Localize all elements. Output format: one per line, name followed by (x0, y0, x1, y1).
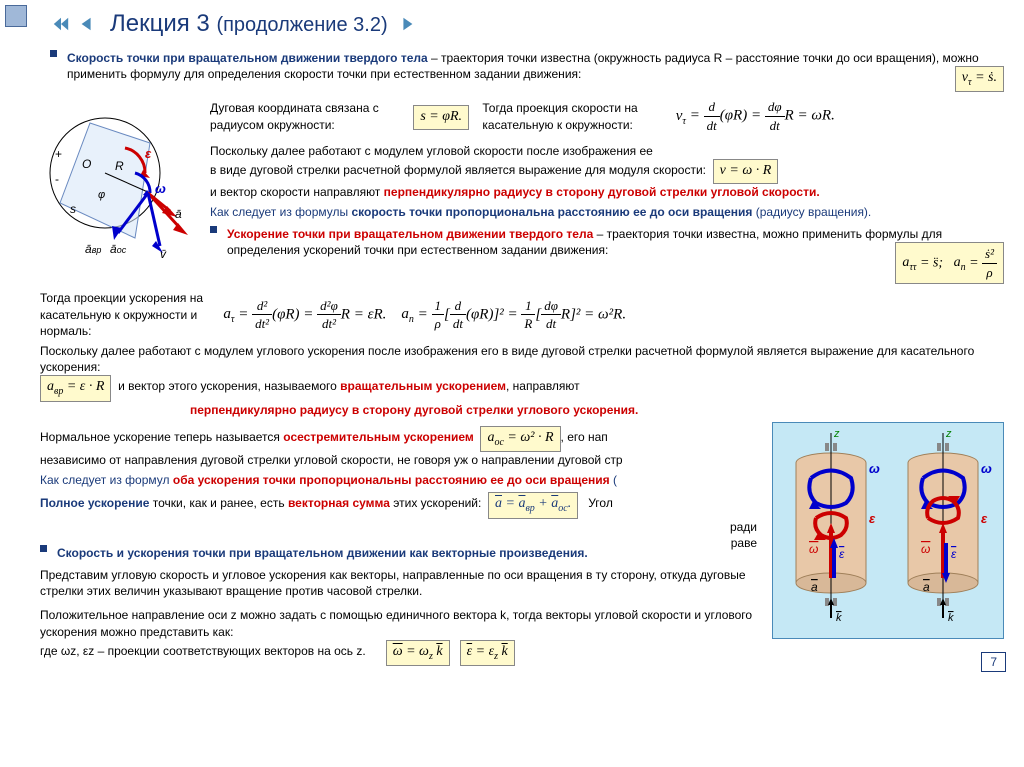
svg-text:-: - (55, 172, 59, 186)
svg-text:āвр: āвр (85, 242, 101, 256)
svg-text:ā: ā (175, 207, 182, 221)
svg-text:ε: ε (951, 547, 957, 561)
formula-att-an: aττ = s̈; an = ṡ²ρ (895, 242, 1004, 284)
section2-title: Ускорение точки при вращательном движени… (227, 227, 593, 241)
section2-heading: Ускорение точки при вращательном движени… (210, 226, 1004, 284)
svg-text:+: + (55, 147, 62, 161)
arc-coord-line: Дуговая координата связана с радиусом ок… (210, 98, 1004, 134)
svg-text:k: k (948, 612, 954, 624)
page-number: 7 (981, 652, 1006, 672)
svg-text:ω: ω (981, 461, 992, 476)
svg-text:R: R (115, 159, 124, 173)
accel-projections: Тогда проекции ускорения на касательную … (40, 290, 1004, 339)
svg-text:s: s (70, 202, 76, 216)
section1-title: Скорость точки при вращательном движении… (67, 51, 428, 65)
module-text: Поскольку далее работают с модулем углов… (210, 143, 1004, 200)
svg-text:z: z (945, 428, 952, 440)
formula-a-sum: a = aвр + aос. (488, 492, 578, 518)
svg-text:O: O (82, 157, 91, 171)
lecture-title: Лекция 3 (продолжение 3.2) (110, 10, 388, 38)
section1-heading: Скорость точки при вращательном движении… (50, 50, 1004, 92)
formula-omega-vec: ω = ωz k (386, 640, 450, 666)
svg-text:ε: ε (839, 547, 845, 561)
formula-aoc: aос = ω² · R (480, 426, 560, 452)
section3-heading: Скорость и ускорения точки при вращатель… (40, 545, 731, 561)
text-projection: Тогда проекция скорости на касательную к… (482, 100, 672, 132)
svg-text:ε: ε (981, 511, 988, 526)
svg-text:āос: āос (110, 242, 127, 256)
nav-prev-icon[interactable] (76, 13, 98, 35)
section3-title: Скорость и ускорения точки при вращатель… (57, 545, 588, 561)
text-arc: Дуговая координата связана с радиусом ок… (210, 100, 410, 132)
svg-text:ε: ε (145, 146, 152, 161)
text-accel-proj: Тогда проекции ускорения на касательную … (40, 290, 220, 339)
bullet-icon (50, 50, 57, 57)
slide-header: Лекция 3 (продолжение 3.2) (50, 10, 1004, 38)
formula-v-sdot: vτ = ṡ. (955, 66, 1004, 92)
formula-s-phiR: s = φR. (413, 105, 469, 130)
svg-text:k: k (836, 612, 842, 624)
perp-radius-text: перпендикулярно радиусу в сторону дугово… (384, 185, 820, 199)
nav-next-icon[interactable] (396, 13, 418, 35)
formula-avr: aвр = ε · R (40, 375, 111, 401)
svg-text:a: a (811, 580, 818, 594)
svg-text:φ: φ (98, 189, 105, 201)
nav-rewind-icon[interactable] (50, 13, 72, 35)
svg-text:z: z (833, 428, 840, 440)
slide-page: Лекция 3 (продолжение 3.2) Скорость точк… (0, 0, 1024, 680)
svg-text:a: a (923, 580, 930, 594)
velocity-proportional: Как следует из формулы скорость точки пр… (210, 204, 1004, 220)
svg-text:ω: ω (155, 181, 166, 196)
svg-text:ω: ω (869, 461, 880, 476)
bullet-icon (40, 545, 47, 552)
svg-text:ε: ε (869, 511, 876, 526)
bullet-icon (210, 226, 217, 233)
tangential-accel-text: Поскольку далее работают с модулем углов… (40, 343, 1004, 418)
svg-text:ω: ω (809, 542, 818, 556)
formula-atau: aτ = d²dt²(φR) = d²φdt²R = εR. an = 1ρ[d… (223, 297, 626, 333)
formula-vtau-deriv: vτ = ddt(φR) = dφdtR = ωR. (676, 98, 835, 134)
corner-decoration (5, 5, 27, 27)
svg-text:v̄: v̄ (160, 247, 167, 261)
rotation-figure-left: O R + - s φ ε ω ā āвр āос v̄ (30, 98, 200, 268)
formula-v-omegaR: v = ω · R (713, 159, 779, 184)
svg-text:ω: ω (921, 542, 930, 556)
formula-eps-vec: ε = εz k (460, 640, 515, 666)
cylinder-figure-right: z ω ε ω ε a k (772, 422, 1004, 639)
